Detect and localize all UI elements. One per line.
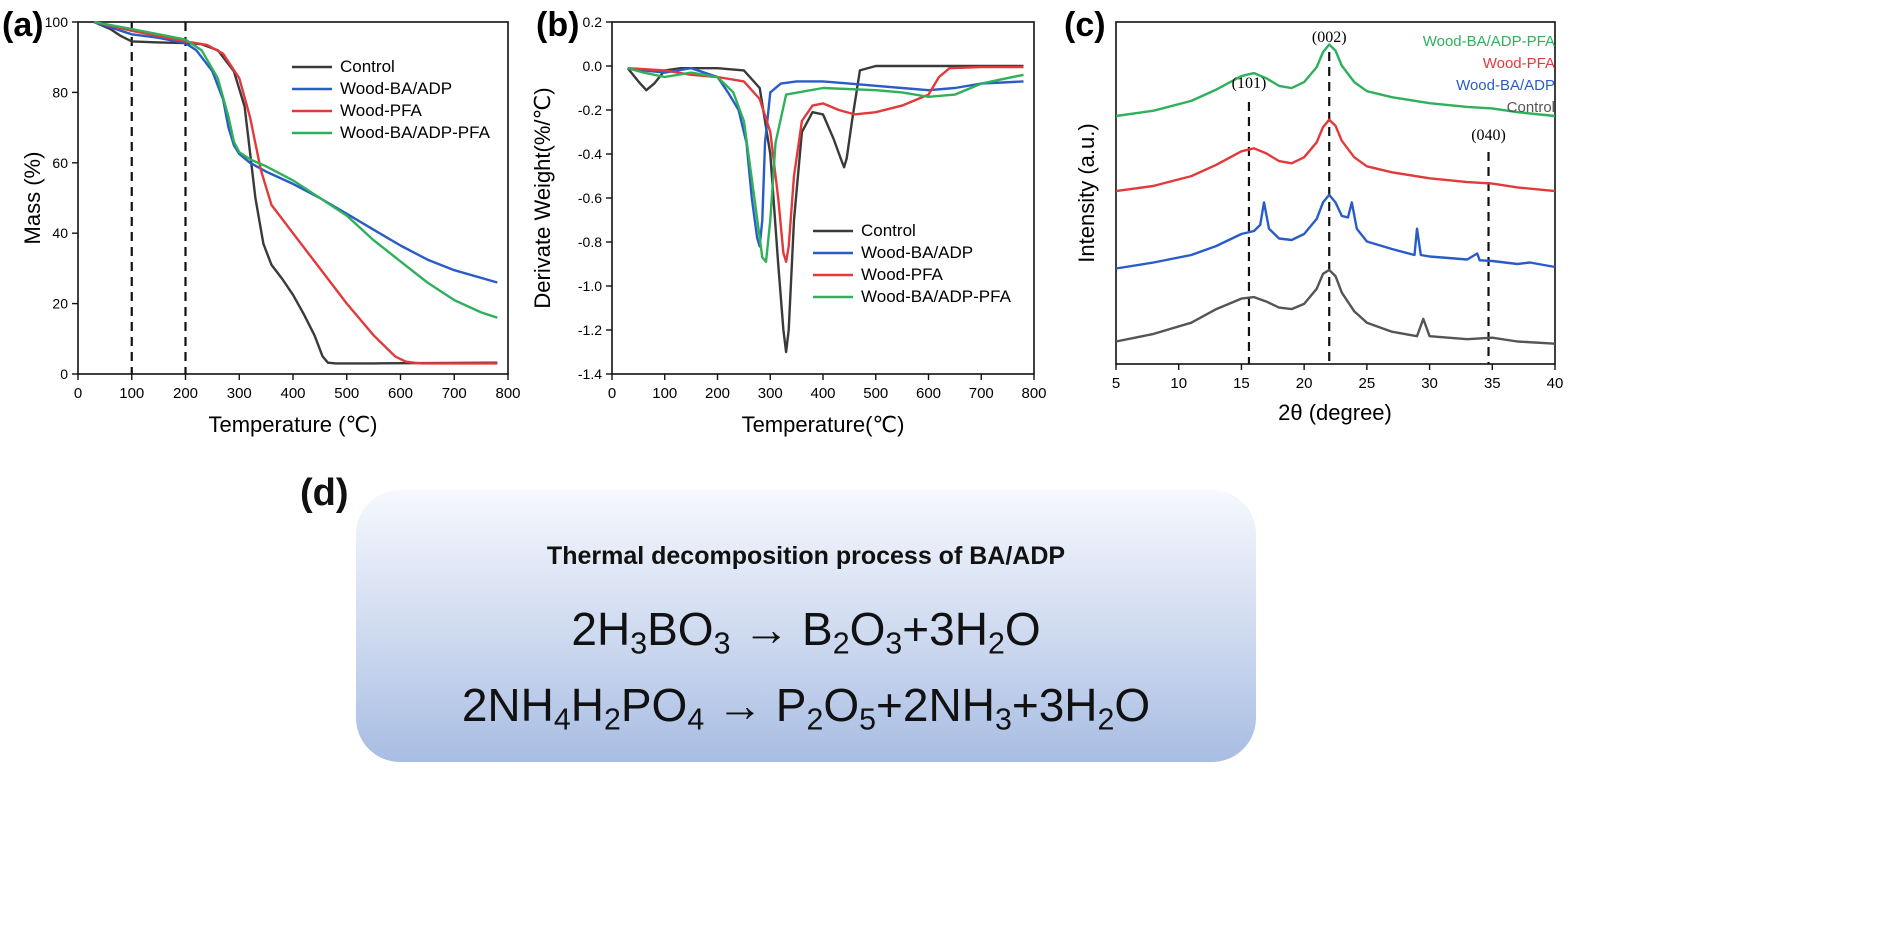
y-tick-label: -1.0 [578, 278, 602, 294]
x-axis-label: Temperature (℃) [209, 412, 378, 437]
legend-entry: Wood-BA/ADP [340, 79, 452, 98]
legend-entry: Wood-PFA [861, 265, 944, 284]
chart-panel-c: (c) 5 10 15 20 25 30 35 40 2θ (degree) Intensity (… [1064, 6, 1563, 425]
y-axis-label: Derivate Weight(%/℃) [530, 87, 555, 308]
y-tick-label: 0 [60, 366, 68, 382]
legend-entry: Wood-BA/ADP-PFA [340, 123, 491, 142]
x-tick-label: 600 [916, 385, 941, 402]
x-tick-label: 25 [1359, 375, 1376, 392]
x-tick-label: 100 [652, 385, 677, 402]
panel-d-label: (d) [300, 472, 349, 514]
plot-frame [1115, 21, 1556, 365]
y-tick-label: -1.4 [578, 366, 602, 382]
x-tick-label: 300 [227, 385, 252, 402]
panel-label: (c) [1064, 6, 1106, 44]
series-line-wood-ba-adp [1115, 193, 1556, 270]
series-line-wood-ba-adp-pfa [1115, 43, 1556, 118]
x-tick-label: 10 [1170, 375, 1187, 392]
series-line-control [1115, 268, 1556, 345]
x-tick-label: 200 [705, 385, 730, 402]
legend-entry: Control [861, 221, 916, 240]
legend-entry: Wood-BA/ADP [861, 243, 973, 262]
y-tick-label: -0.4 [578, 146, 602, 162]
x-tick-label: 700 [442, 385, 467, 402]
chart-panel-b: (b) 0 100 200 300 400 500 600 700 800 -1.4 -1.2 -1.0… [530, 6, 1047, 437]
y-axis-label: Intensity (a.u.) [1074, 123, 1099, 262]
x-tick-label: 20 [1296, 375, 1313, 392]
y-tick-label: -1.2 [578, 322, 602, 338]
legend-entry: Wood-BA/ADP [1456, 77, 1555, 94]
series-line-wood-ba-adp [627, 66, 1024, 248]
decomposition-box: Thermal decomposition process of BA/ADP … [356, 490, 1256, 762]
x-tick-label: 700 [969, 385, 994, 402]
peak-label: (101) [1232, 75, 1267, 92]
legend-entry: Control [340, 57, 395, 76]
x-tick-label: 300 [758, 385, 783, 402]
series-line-control [626, 64, 1024, 354]
x-tick-label: 5 [1112, 375, 1120, 392]
x-tick-label: 800 [495, 385, 520, 402]
panel-label: (a) [2, 6, 44, 44]
x-tick-label: 35 [1484, 375, 1501, 392]
x-tick-label: 500 [334, 385, 359, 402]
y-tick-label: -0.6 [578, 190, 602, 206]
peak-label: (002) [1312, 29, 1347, 46]
x-tick-label: 40 [1547, 375, 1564, 392]
legend-entry: Wood-PFA [340, 101, 423, 120]
x-tick-label: 500 [863, 385, 888, 402]
series-line-wood-pfa [627, 65, 1024, 263]
x-tick-label: 30 [1421, 375, 1438, 392]
x-axis-label: Temperature(℃) [742, 412, 905, 437]
legend-entry: Control [1507, 99, 1555, 116]
y-tick-label: 100 [45, 14, 69, 30]
legend-entry: Wood-PFA [1483, 55, 1555, 72]
y-tick-label: 60 [52, 155, 68, 171]
equation-ammonium-phosphate: 2NH4H2PO4 → P2O5+2NH3+3H2O [461, 679, 1151, 737]
chart-panel-a: (a) 0 100 200 300 400 500 600 700 800 0 20 40 60 80 100… [2, 6, 521, 437]
y-tick-label: -0.2 [578, 102, 602, 118]
y-tick-label: 20 [52, 296, 68, 312]
y-tick-label: 0.2 [583, 14, 603, 30]
y-tick-label: 80 [52, 84, 68, 100]
x-tick-label: 600 [388, 385, 413, 402]
legend-entry: Wood-BA/ADP-PFA [1423, 33, 1555, 50]
x-tick-label: 400 [810, 385, 835, 402]
series-line-control [93, 20, 498, 365]
series-line-wood-pfa [93, 20, 498, 365]
plot-frame [77, 21, 509, 375]
y-tick-label: -0.8 [578, 234, 602, 250]
legend-entry: Wood-BA/ADP-PFA [861, 287, 1012, 306]
x-tick-label: 200 [173, 385, 198, 402]
x-tick-label: 0 [74, 385, 82, 402]
series-line-wood-ba-adp [93, 20, 498, 284]
x-tick-label: 800 [1021, 385, 1046, 402]
decomposition-title: Thermal decomposition process of BA/ADP [546, 542, 1066, 570]
x-tick-label: 100 [119, 385, 144, 402]
panel-label: (b) [536, 6, 579, 44]
series-line-wood-ba-adp-pfa [93, 20, 498, 319]
charts-canvas: (a)0 100 200 300 400 500 600 700 800020406080100… [2, 6, 1563, 437]
peak-label: (040) [1471, 127, 1506, 144]
x-tick-label: 400 [280, 385, 305, 402]
x-tick-label: 15 [1233, 375, 1250, 392]
x-axis-label: 2θ (degree) [1278, 400, 1392, 425]
x-tick-label: 0 [608, 385, 616, 402]
series-line-wood-pfa [1115, 118, 1556, 193]
y-axis-label: Mass (%) [20, 152, 45, 245]
series-line-wood-ba-adp-pfa [627, 67, 1024, 263]
equation-boric-acid: 2H3BO3 → B2O3+3H2O [571, 603, 1041, 661]
y-tick-label: 0.0 [583, 58, 603, 74]
y-tick-label: 40 [52, 225, 68, 241]
